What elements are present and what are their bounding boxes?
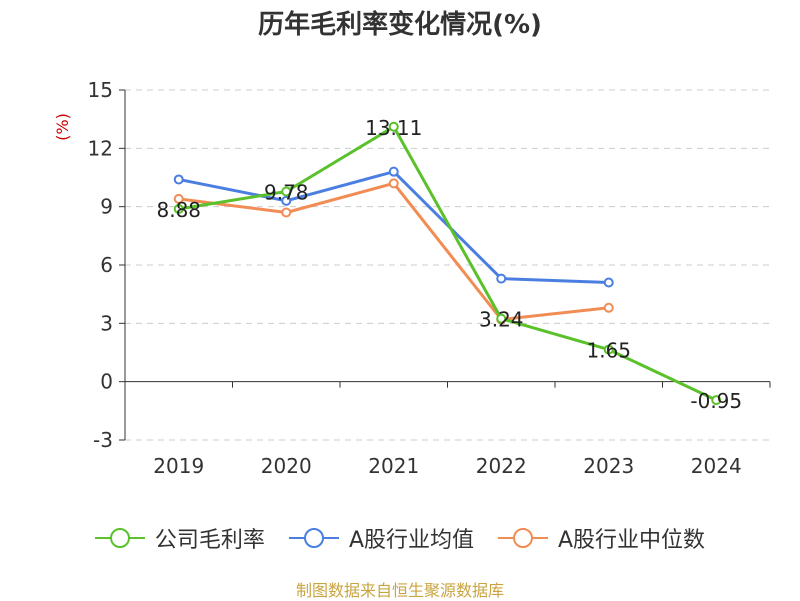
chart-title: 历年毛利率变化情况(%): [258, 10, 542, 40]
legend: 公司毛利率 A股行业均值 A股行业中位数: [0, 522, 800, 554]
data-label: 1.65: [586, 339, 631, 363]
data-point: [173, 174, 184, 185]
data-point: [281, 186, 292, 197]
data-label: 3.24: [479, 308, 524, 332]
source-note: 制图数据来自恒生聚源数据库: [295, 581, 504, 600]
y-tick-label: 12: [88, 136, 113, 160]
data-point: [603, 277, 614, 288]
data-point: [173, 193, 184, 204]
y-tick-label: 15: [88, 78, 113, 102]
y-axis-title: (%): [53, 113, 72, 141]
data-point: [173, 204, 184, 214]
data-label: 8.88: [156, 198, 201, 222]
y-tick-label: 9: [100, 195, 113, 219]
x-tick-label: 2019: [153, 454, 204, 478]
legend-swatch-icon: [288, 526, 339, 550]
legend-swatch-icon: [94, 526, 145, 550]
x-tick-label: 2023: [583, 454, 634, 478]
y-tick-label: 6: [100, 253, 113, 277]
axes: -3 0 3 6 9 12 15 2019 2020 2021 2022 2023 2024 (%): [53, 78, 771, 478]
x-tick-label: 2022: [476, 454, 527, 478]
data-point: [603, 302, 614, 313]
y-tick-label: -3: [93, 428, 113, 452]
data-point: [388, 121, 399, 132]
data-labels: 8.88 9.78 13.11 3.24 1.65 -0.95: [156, 116, 742, 413]
legend-item[interactable]: A股行业均值: [288, 522, 474, 554]
series-line: [178, 181, 609, 321]
data-point: [603, 344, 614, 355]
legend-swatch-icon: [498, 526, 548, 550]
data-point: [711, 395, 722, 406]
series-lines: [173, 121, 722, 406]
y-tick-label: 3: [100, 311, 113, 335]
series-line: [178, 125, 717, 402]
x-tick-label: 2024: [691, 454, 742, 478]
y-tick-label: 0: [100, 370, 113, 394]
legend-label: A股行业中位数: [558, 528, 706, 553]
data-point: [281, 195, 292, 206]
gridlines: [125, 89, 770, 441]
legend-item[interactable]: 公司毛利率: [94, 522, 265, 554]
data-point: [281, 207, 292, 218]
x-tick-label: 2020: [261, 454, 312, 478]
data-point: [388, 166, 399, 177]
x-tick-label: 2021: [368, 454, 419, 478]
legend-item[interactable]: A股行业中位数: [498, 522, 705, 554]
data-point: [388, 178, 399, 189]
data-point: [496, 273, 507, 284]
data-point: [496, 313, 507, 324]
legend-label: 公司毛利率: [154, 528, 265, 553]
data-label: -0.95: [690, 389, 742, 413]
line-chart: -3 0 3 6 9 12 15 2019 2020 2021 2022 2023 2024 (%) 8.…: [53, 78, 771, 478]
legend-label: A股行业均值: [348, 528, 474, 553]
data-label: 9.78: [264, 181, 309, 205]
data-label: 13.11: [365, 116, 422, 140]
